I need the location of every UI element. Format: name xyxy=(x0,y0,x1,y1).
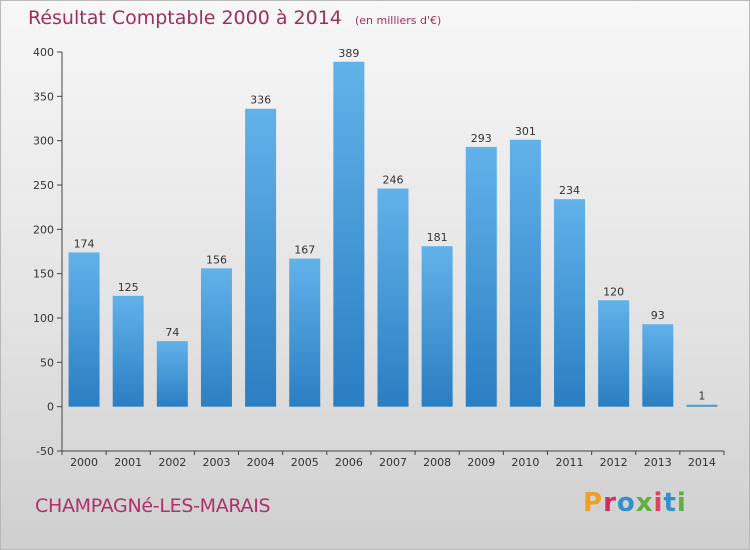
bar-value-label: 293 xyxy=(471,132,492,145)
bar xyxy=(465,146,497,407)
bar-value-label: 74 xyxy=(165,326,179,339)
bar xyxy=(156,341,188,407)
x-tick-label: 2001 xyxy=(114,456,142,469)
x-tick-label: 2008 xyxy=(423,456,451,469)
bar xyxy=(642,324,674,407)
logo-letter: t xyxy=(663,488,677,518)
bar xyxy=(333,61,365,407)
chart-title: Résultat Comptable 2000 à 2014 xyxy=(28,7,342,29)
bar xyxy=(200,268,232,407)
logo-letter: r xyxy=(603,488,617,518)
y-tick-label: 300 xyxy=(33,135,54,148)
commune-name: CHAMPAGNé-LES-MARAIS xyxy=(35,495,271,517)
bar-value-label: 234 xyxy=(559,184,580,197)
bar-value-label: 93 xyxy=(651,309,665,322)
bar xyxy=(598,300,630,407)
bar-value-label: 167 xyxy=(294,244,315,257)
chart-title-block: Résultat Comptable 2000 à 2014 (en milli… xyxy=(28,7,441,29)
y-tick-label: 0 xyxy=(47,401,54,414)
y-tick-label: 150 xyxy=(33,268,54,281)
logo-letter: x xyxy=(635,488,654,518)
x-tick-label: 2005 xyxy=(291,456,319,469)
x-tick-label: 2013 xyxy=(644,456,672,469)
y-tick-label: 50 xyxy=(40,356,54,369)
x-tick-label: 2003 xyxy=(202,456,230,469)
logo-letter: i xyxy=(676,488,687,518)
x-tick-label: 2007 xyxy=(379,456,407,469)
y-tick-label: 350 xyxy=(33,90,54,103)
bar-value-label: 301 xyxy=(515,125,536,138)
bar xyxy=(421,246,453,407)
bar xyxy=(245,108,277,407)
x-tick-label: 2011 xyxy=(556,456,584,469)
bar-value-label: 336 xyxy=(250,94,271,107)
y-tick-label: 250 xyxy=(33,179,54,192)
bar xyxy=(377,188,409,407)
bar-value-label: 120 xyxy=(603,285,624,298)
x-tick-label: 2002 xyxy=(158,456,186,469)
x-tick-label: 2004 xyxy=(247,456,275,469)
bar xyxy=(686,404,718,407)
bar-value-label: 389 xyxy=(338,47,359,60)
bar-value-label: 1 xyxy=(698,390,705,403)
x-tick-label: 2000 xyxy=(70,456,98,469)
bar xyxy=(554,199,586,407)
chart-unit-note: (en milliers d'€) xyxy=(354,14,442,27)
logo-letter: i xyxy=(653,488,664,518)
bar-value-label: 125 xyxy=(118,281,139,294)
y-tick-label: 200 xyxy=(33,223,54,236)
proxiti-logo: Proxiti xyxy=(583,488,687,518)
x-tick-label: 2014 xyxy=(688,456,716,469)
x-tick-label: 2006 xyxy=(335,456,363,469)
bar-value-label: 181 xyxy=(427,231,448,244)
bar-value-label: 246 xyxy=(383,174,404,187)
y-tick-label: -50 xyxy=(36,445,54,458)
x-tick-label: 2010 xyxy=(511,456,539,469)
bar xyxy=(509,139,541,407)
bar xyxy=(112,295,144,407)
logo-letter: P xyxy=(583,488,604,518)
x-tick-label: 2009 xyxy=(467,456,495,469)
y-tick-label: 400 xyxy=(33,46,54,59)
bar xyxy=(68,252,100,407)
y-tick-label: 100 xyxy=(33,312,54,325)
logo-letter: o xyxy=(616,488,636,518)
bar-value-label: 156 xyxy=(206,253,227,266)
bar-value-label: 174 xyxy=(74,237,95,250)
x-tick-label: 2012 xyxy=(600,456,628,469)
bar xyxy=(289,258,321,407)
